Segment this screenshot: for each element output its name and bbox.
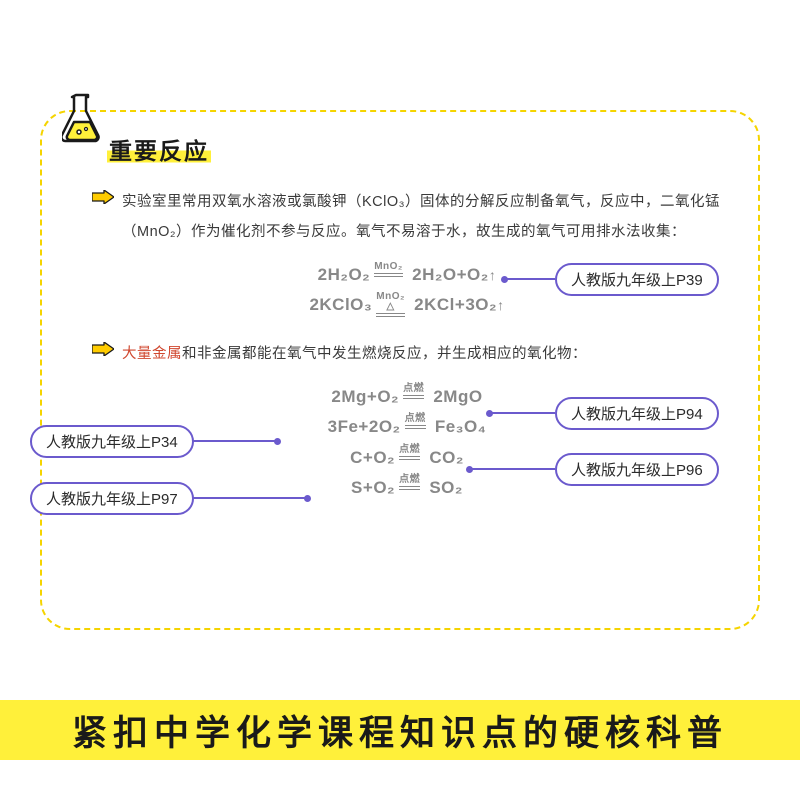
callout-reference: 人教版九年级上P39: [555, 263, 719, 296]
flask-icon: [62, 92, 102, 147]
callout-reference: 人教版九年级上P34: [30, 425, 194, 458]
highlight-red: 大量金属: [122, 346, 182, 362]
paragraph-2-text: 大量金属和非金属都能在氧气中发生燃烧反应，并生成相应的氧化物：: [122, 339, 722, 369]
bottom-banner-text: 紧扣中学化学课程知识点的硬核科普: [72, 705, 728, 756]
section-title-row: 重要反应: [107, 132, 211, 166]
bullet-arrow-icon: [92, 342, 114, 356]
callout-connector: [192, 497, 307, 499]
callout-connector: [505, 278, 555, 280]
callout-reference: 人教版九年级上P96: [555, 453, 719, 486]
bullet-arrow-icon: [92, 190, 114, 204]
callout-connector: [470, 468, 555, 470]
section-title: 重要反应: [107, 132, 211, 166]
callout-reference: 人教版九年级上P94: [555, 397, 719, 430]
content-card: 重要反应 实验室里常用双氧水溶液或氯酸钾（KClO₃）固体的分解反应制备氧气，反…: [40, 110, 760, 630]
paragraph-2: 大量金属和非金属都能在氧气中发生燃烧反应，并生成相应的氧化物：: [92, 339, 722, 369]
bottom-banner: 紧扣中学化学课程知识点的硬核科普: [0, 700, 800, 760]
callout-connector: [192, 440, 277, 442]
callout-connector: [490, 412, 555, 414]
callout-reference: 人教版九年级上P97: [30, 482, 194, 515]
paragraph-1-text: 实验室里常用双氧水溶液或氯酸钾（KClO₃）固体的分解反应制备氧气，反应中，二氧…: [122, 187, 722, 248]
paragraph-1: 实验室里常用双氧水溶液或氯酸钾（KClO₃）固体的分解反应制备氧气，反应中，二氧…: [92, 187, 722, 248]
